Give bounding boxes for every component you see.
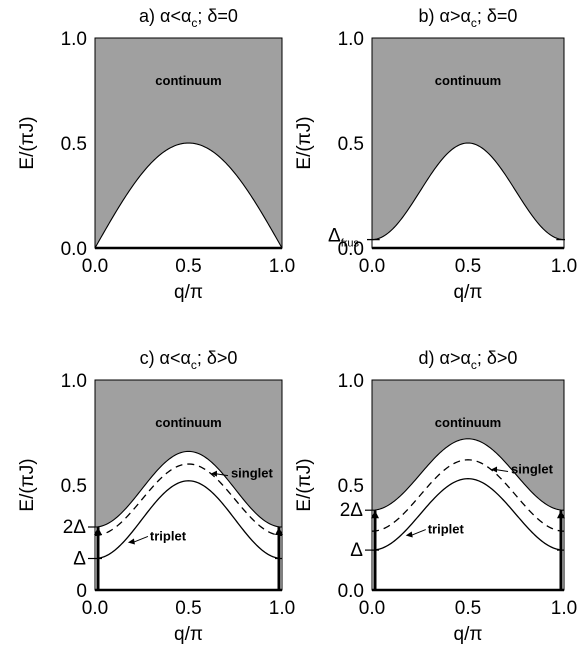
panel-title: c) α<αc; δ>0 — [140, 348, 238, 372]
gap-label-subscript: frus — [341, 238, 360, 250]
gap-bar-arrowhead — [275, 527, 283, 535]
panel-a: 0.0 0.5 1.0 0.0 0.5 1.0 a) α<αc; δ=0 q/π E/(πJ) c… — [17, 6, 295, 303]
continuum-region — [372, 380, 564, 511]
panel-title: b) α>αc; δ=0 — [419, 6, 518, 30]
gap-label-frus: Δfrus — [328, 226, 360, 250]
continuum-boundary — [94, 450, 283, 528]
x-tick-label: 0.5 — [455, 256, 481, 277]
triplet-label: triplet — [150, 528, 187, 543]
panel-title: d) α>αc; δ>0 — [419, 348, 518, 372]
continuum-label: continuum — [435, 415, 501, 430]
singlet-label: singlet — [231, 466, 274, 481]
gap-label-2delta: 2Δ — [63, 517, 87, 538]
title-text: a) α<α — [139, 6, 191, 26]
y-tick-label: 0.0 — [338, 581, 364, 602]
x-tick-label: 0.0 — [82, 256, 108, 277]
x-tick-label: 0.5 — [455, 598, 481, 619]
panel-b: 0.0 0.5 1.0 0.0 0.5 1.0 b) α>αc; δ=0 q/π E/(πJ) c… — [294, 6, 577, 303]
continuum-boundary — [371, 142, 565, 241]
x-axis-label: q/π — [454, 282, 483, 303]
y-axis-label: E/(πJ) — [17, 116, 38, 169]
x-tick-label: 0.5 — [175, 598, 201, 619]
triplet-arrow — [132, 536, 149, 543]
singlet-curve — [371, 459, 565, 532]
y-tick-label: 0.5 — [61, 476, 87, 497]
y-tick-label: 1.0 — [338, 29, 364, 50]
panel-d: 2Δ Δ 0.0 0.5 1.0 0.0 0.5 1.0 d) α>αc; δ>0 q/π E/(π… — [294, 348, 577, 645]
continuum-region — [95, 380, 282, 527]
title-text: c) α<α — [140, 348, 191, 368]
triplet-arrowhead — [405, 531, 413, 538]
y-tick-label: 0.5 — [61, 134, 87, 155]
gap-label-delta: Δ — [350, 540, 363, 561]
singlet-curve — [94, 463, 283, 537]
title-subscript: c — [471, 16, 477, 30]
singlet-arrow — [214, 473, 229, 477]
x-tick-label: 0.5 — [175, 256, 201, 277]
title-text: ; δ>0 — [477, 348, 518, 368]
title-text: d) α>α — [419, 348, 471, 368]
x-tick-label: 0.0 — [359, 598, 385, 619]
y-axis-label: E/(πJ) — [17, 458, 38, 511]
x-axis-label: q/π — [174, 624, 203, 645]
gap-bar-arrowhead — [371, 510, 379, 519]
y-tick-label: 0.0 — [338, 239, 364, 260]
continuum-label: continuum — [155, 73, 221, 88]
triplet-arrow — [410, 529, 426, 536]
x-axis-label: q/π — [174, 282, 203, 303]
singlet-arrowhead — [210, 470, 217, 477]
gap-label-delta: Δ — [73, 549, 86, 570]
title-subscript: c — [191, 358, 197, 372]
title-subscript: c — [191, 16, 197, 30]
gap-label-2delta: 2Δ — [340, 500, 364, 521]
singlet-arrow — [494, 468, 509, 472]
triplet-arrowhead — [127, 538, 135, 545]
singlet-arrowhead — [491, 466, 498, 473]
title-text: ; δ>0 — [197, 348, 238, 368]
title-text: ; δ=0 — [197, 6, 238, 26]
continuum-region — [372, 38, 564, 240]
y-tick-label: 0.0 — [61, 239, 87, 260]
x-tick-label: 1.0 — [551, 256, 577, 277]
title-text: ; δ=0 — [477, 6, 518, 26]
y-tick-label: 1.0 — [61, 371, 87, 392]
y-tick-label: 1.0 — [338, 371, 364, 392]
y-tick-label: 0.5 — [338, 134, 364, 155]
x-tick-label: 0.0 — [82, 598, 108, 619]
y-tick-label: 1.0 — [61, 29, 87, 50]
panel-c: 2Δ Δ 0.0 0.5 1.0 0 0.5 1.0 c) α<αc; δ>0 q/π E/(πJ)… — [17, 348, 295, 645]
x-tick-label: 0.0 — [359, 256, 385, 277]
continuum-boundary — [94, 142, 283, 249]
x-tick-label: 1.0 — [269, 598, 295, 619]
title-subscript: c — [471, 358, 477, 372]
y-axis-label: E/(πJ) — [294, 116, 315, 169]
gap-bar-arrowhead — [557, 510, 565, 519]
panel-title: a) α<αc; δ=0 — [139, 6, 238, 30]
gap-label-symbol: Δ — [328, 226, 341, 247]
y-tick-label: 0 — [76, 581, 87, 602]
continuum-label: continuum — [435, 73, 501, 88]
y-tick-label: 0.5 — [338, 476, 364, 497]
x-tick-label: 1.0 — [551, 598, 577, 619]
y-axis-label: E/(πJ) — [294, 458, 315, 511]
x-tick-label: 1.0 — [269, 256, 295, 277]
gap-bar-arrowhead — [94, 527, 102, 535]
singlet-label: singlet — [511, 461, 554, 476]
continuum-label: continuum — [155, 415, 221, 430]
triplet-curve — [371, 478, 565, 551]
continuum-boundary — [371, 438, 565, 511]
title-text: b) α>α — [419, 6, 471, 26]
x-axis-label: q/π — [454, 624, 483, 645]
triplet-curve — [94, 480, 283, 560]
triplet-label: triplet — [428, 522, 465, 537]
